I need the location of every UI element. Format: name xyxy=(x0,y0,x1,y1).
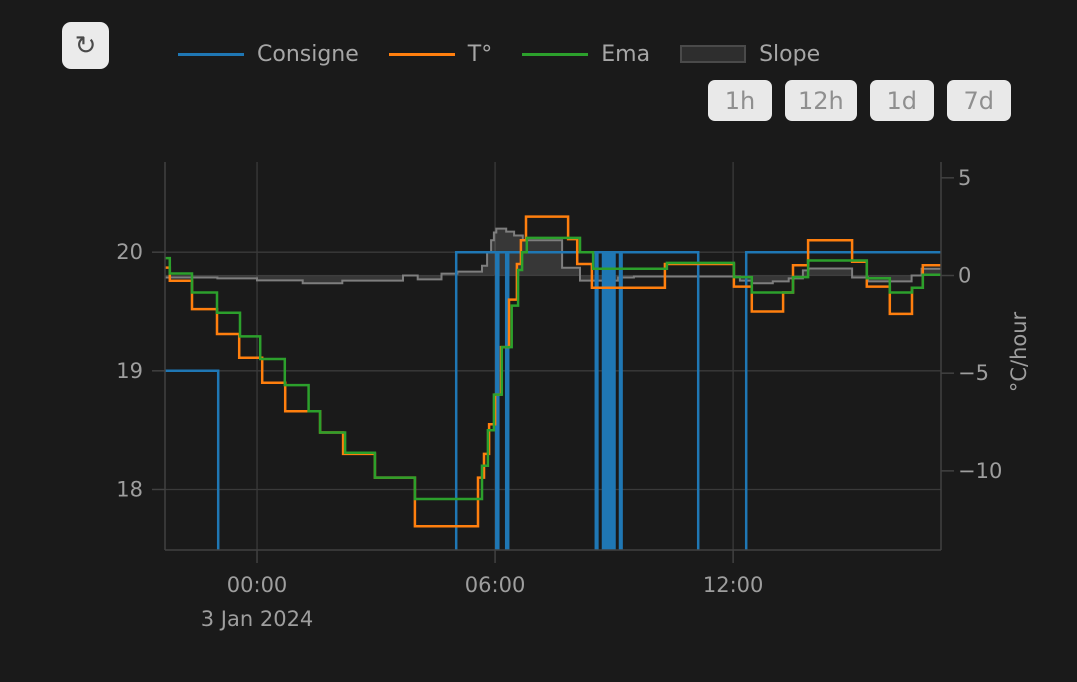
x-tick-label: 06:00 xyxy=(465,573,526,597)
gridlines xyxy=(165,162,941,550)
legend: Consigne T° Ema Slope xyxy=(178,40,850,68)
right-axis-title: °C/hour xyxy=(1007,311,1031,392)
left-tick-label: 19 xyxy=(116,359,143,383)
right-tick-label: −5 xyxy=(958,361,989,385)
range-button-7d[interactable]: 7d xyxy=(946,80,1011,121)
right-tick-label: 0 xyxy=(958,264,971,288)
axes xyxy=(152,162,954,563)
legend-label-ema: Ema xyxy=(601,41,651,67)
legend-item-temperature[interactable]: T° xyxy=(388,41,493,67)
series-consigne-line xyxy=(165,250,941,550)
right-tick-label: −10 xyxy=(958,459,1002,483)
legend-label-temperature: T° xyxy=(467,41,493,67)
series-slope-area xyxy=(165,228,941,284)
right-tick-label: 5 xyxy=(958,166,971,190)
legend-item-slope[interactable]: Slope xyxy=(680,42,820,67)
range-button-1d[interactable]: 1d xyxy=(869,80,934,121)
slope-area-swatch xyxy=(680,45,747,63)
legend-label-consigne: Consigne xyxy=(257,41,359,67)
legend-item-ema[interactable]: Ema xyxy=(522,42,650,67)
x-tick-label: 00:00 xyxy=(227,573,288,597)
left-tick-label: 18 xyxy=(116,477,143,501)
axis-labels: 18 19 20 5 0 −5 −10 00:00 06:00 12:00 3 Jan 2024 °C… xyxy=(116,166,1031,631)
legend-label-slope: Slope xyxy=(759,41,821,67)
ema-line-swatch xyxy=(522,52,589,56)
refresh-icon: ↻ xyxy=(74,30,97,60)
consigne-line-swatch xyxy=(178,52,244,56)
range-button-12h[interactable]: 12h xyxy=(785,80,857,121)
range-button-1h[interactable]: 1h xyxy=(708,80,772,121)
series-ema-line xyxy=(165,236,941,501)
x-tick-label: 12:00 xyxy=(703,573,764,597)
legend-item-consigne[interactable]: Consigne xyxy=(178,42,359,67)
range-buttons: 1h 12h 1d 7d xyxy=(708,80,1011,121)
temperature-line-swatch xyxy=(388,52,455,56)
left-tick-label: 20 xyxy=(116,240,143,264)
x-axis-date-label: 3 Jan 2024 xyxy=(201,607,314,631)
refresh-button[interactable]: ↻ xyxy=(62,22,109,69)
